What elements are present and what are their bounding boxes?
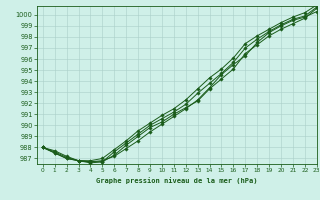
X-axis label: Graphe pression niveau de la mer (hPa): Graphe pression niveau de la mer (hPa) <box>96 177 258 184</box>
